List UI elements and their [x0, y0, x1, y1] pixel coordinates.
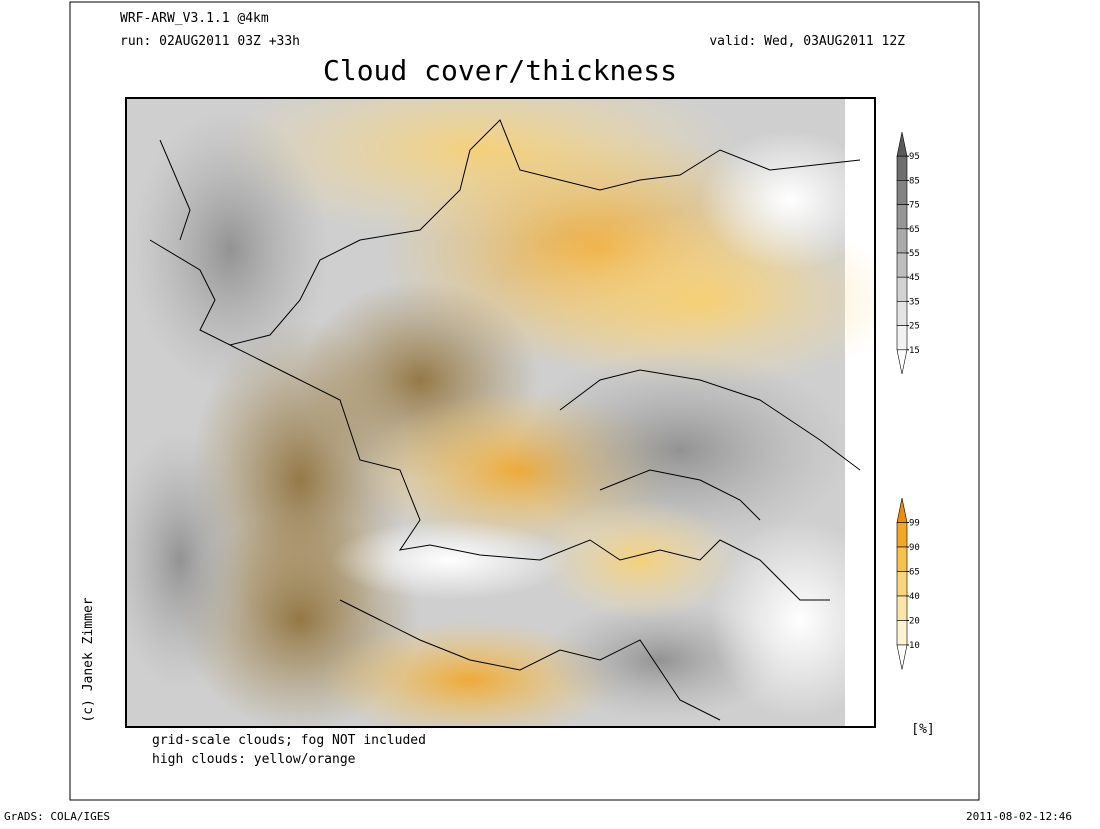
colorbar-segment	[896, 620, 908, 646]
colorbar-tick-label: 20	[909, 617, 920, 627]
colorbar-tick-label: 75	[909, 201, 920, 211]
colorbar-cap	[896, 131, 908, 157]
colorbar-segment	[896, 276, 908, 302]
colorbar-tick-label: 65	[909, 225, 920, 235]
gray-colorbar: 95 85 75 65 55 45 35 25 15	[896, 131, 920, 375]
colorbar-segment	[896, 301, 908, 326]
colorbar-tick-label: 45	[909, 273, 920, 283]
colorbar-tick-label: 55	[909, 249, 920, 259]
colorbar-tick-label: 90	[909, 543, 920, 553]
colorbar-segment	[896, 522, 908, 548]
frame	[69, 1, 980, 801]
colorbar-cap	[896, 497, 908, 523]
colorbar-segment	[896, 180, 908, 205]
map	[127, 99, 874, 726]
note: high clouds: yellow/orange	[152, 752, 356, 767]
colorbar-cap	[896, 644, 908, 670]
colorbar-segment	[896, 204, 908, 230]
colorbar-tick-label: 15	[909, 346, 920, 356]
footer-left: GrADS: COLA/IGES	[4, 810, 110, 823]
note: grid-scale clouds; fog NOT included	[152, 733, 426, 748]
color-colorbar: 99 90 65 40 20 10	[896, 497, 920, 670]
colorbar-segment	[896, 546, 908, 572]
colorbar-tick-label: 10	[909, 641, 920, 651]
colorbar-tick-label: 35	[909, 297, 920, 307]
colorbar-segment	[896, 228, 908, 254]
unit: [%]	[911, 722, 934, 737]
valid: valid: Wed, 03AUG2011 12Z	[709, 34, 905, 49]
colorbar-segment	[896, 155, 908, 181]
colorbar-segment	[896, 571, 908, 597]
map-border	[125, 97, 876, 728]
credit: (c) Janek Zimmer	[81, 597, 96, 722]
colorbar-segment	[896, 252, 908, 278]
colorbar-tick-label: 99	[909, 519, 920, 529]
colorbar-tick-label: 65	[909, 568, 920, 578]
title: Cloud cover/thickness	[323, 54, 677, 87]
colorbar-cap	[896, 349, 908, 375]
colorbar-segment	[896, 595, 908, 621]
footer-right: 2011-08-02-12:46	[966, 810, 1072, 823]
colorbar-tick-label: 40	[909, 592, 920, 602]
colorbar-tick-label: 85	[909, 176, 920, 186]
colorbar-tick-label: 95	[909, 152, 920, 162]
model: WRF-ARW_V3.1.1 @4km	[120, 11, 269, 26]
run: run: 02AUG2011 03Z +33h	[120, 34, 300, 49]
colorbar-segment	[896, 325, 908, 351]
colorbar-tick-label: 25	[909, 322, 920, 332]
